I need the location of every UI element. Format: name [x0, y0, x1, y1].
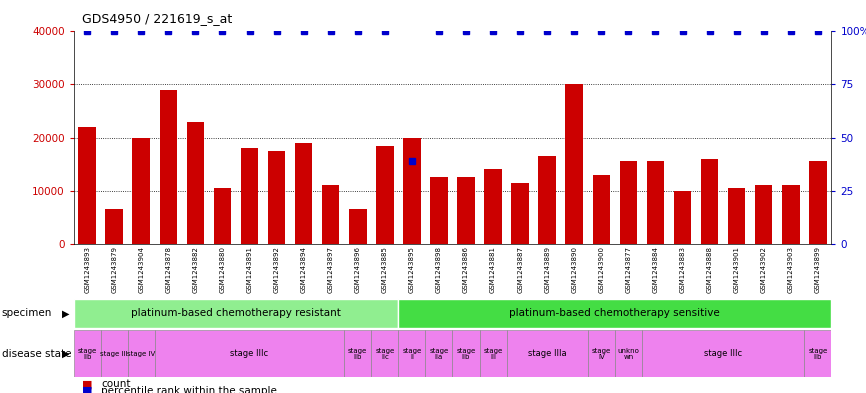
Bar — [782, 185, 799, 244]
Bar — [214, 188, 231, 244]
Text: stage
IIc: stage IIc — [375, 348, 394, 360]
Bar — [74, 299, 398, 328]
Bar — [539, 156, 556, 244]
Bar — [78, 127, 96, 244]
Bar — [647, 162, 664, 244]
Bar — [507, 330, 588, 377]
Bar — [403, 138, 421, 244]
Bar — [100, 330, 128, 377]
Bar — [592, 174, 611, 244]
Bar — [642, 330, 805, 377]
Bar — [511, 183, 529, 244]
Text: stage IV: stage IV — [127, 351, 155, 357]
Text: stage
IIb: stage IIb — [456, 348, 475, 360]
Text: disease state: disease state — [2, 349, 71, 359]
Text: stage IIIc: stage IIIc — [704, 349, 742, 358]
Text: stage
II: stage II — [403, 348, 422, 360]
Bar — [398, 330, 425, 377]
Bar — [809, 162, 827, 244]
Bar — [480, 330, 507, 377]
Text: count: count — [101, 379, 131, 389]
Text: ■: ■ — [82, 379, 93, 389]
Bar — [701, 159, 719, 244]
Text: stage III: stage III — [100, 351, 128, 357]
Bar — [128, 330, 155, 377]
Bar — [755, 185, 772, 244]
Text: stage
IIa: stage IIa — [430, 348, 449, 360]
Text: stage IIIc: stage IIIc — [230, 349, 268, 358]
Bar — [74, 330, 100, 377]
Text: stage
IV: stage IV — [591, 348, 611, 360]
Bar — [588, 330, 615, 377]
Bar — [615, 330, 642, 377]
Bar — [268, 151, 286, 244]
Bar — [159, 90, 178, 244]
Bar — [345, 330, 372, 377]
Bar — [452, 330, 480, 377]
Bar — [565, 84, 583, 244]
Bar — [430, 177, 448, 244]
Text: platinum-based chemotherapy sensitive: platinum-based chemotherapy sensitive — [509, 309, 721, 318]
Bar — [727, 188, 746, 244]
Bar — [322, 185, 339, 244]
Bar — [376, 145, 394, 244]
Bar — [241, 148, 258, 244]
Text: ▶: ▶ — [62, 349, 70, 359]
Text: GDS4950 / 221619_s_at: GDS4950 / 221619_s_at — [82, 12, 232, 25]
Text: ■: ■ — [82, 386, 93, 393]
Text: stage
III: stage III — [483, 348, 502, 360]
Bar — [674, 191, 691, 244]
Text: specimen: specimen — [2, 309, 52, 318]
Text: unkno
wn: unkno wn — [617, 348, 639, 360]
Text: ▶: ▶ — [62, 309, 70, 318]
Bar — [457, 177, 475, 244]
Text: platinum-based chemotherapy resistant: platinum-based chemotherapy resistant — [131, 309, 341, 318]
Text: percentile rank within the sample: percentile rank within the sample — [101, 386, 277, 393]
Bar — [186, 121, 204, 244]
Bar — [155, 330, 345, 377]
Text: stage
IIb: stage IIb — [808, 348, 827, 360]
Bar — [294, 143, 313, 244]
Bar — [106, 209, 123, 244]
Bar — [484, 169, 502, 244]
Text: stage
IIb: stage IIb — [78, 348, 97, 360]
Bar — [619, 162, 637, 244]
Text: stage IIIa: stage IIIa — [528, 349, 566, 358]
Text: stage
IIb: stage IIb — [348, 348, 367, 360]
Bar — [805, 330, 831, 377]
Bar — [132, 138, 150, 244]
Bar — [425, 330, 452, 377]
Bar — [398, 299, 831, 328]
Bar — [349, 209, 366, 244]
Bar — [372, 330, 398, 377]
